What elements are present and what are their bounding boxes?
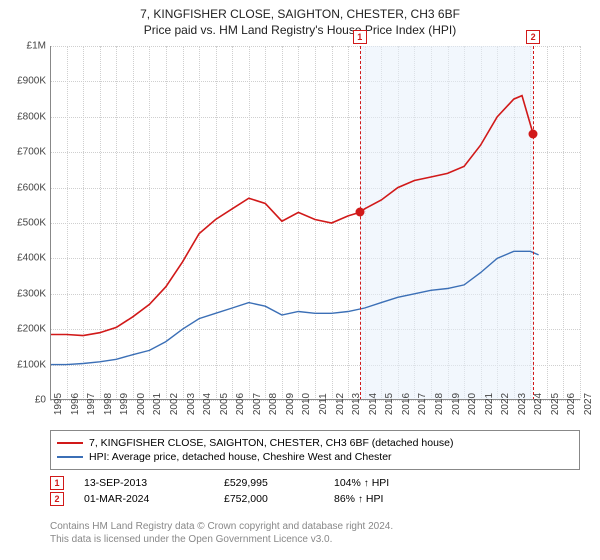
event-marker-line [360, 46, 361, 400]
y-axis-label: £500K [2, 218, 46, 229]
x-axis-label: 1996 [70, 393, 81, 415]
event-pct: 86% ↑ HPI [334, 493, 474, 505]
chart-title-line2: Price paid vs. HM Land Registry's House … [0, 22, 600, 38]
event-row: 1 13-SEP-2013 £529,995 104% ↑ HPI [50, 476, 580, 490]
x-axis-label: 1997 [86, 393, 97, 415]
x-axis-label: 2003 [186, 393, 197, 415]
x-axis-label: 2014 [368, 393, 379, 415]
chart-container: 7, KINGFISHER CLOSE, SAIGHTON, CHESTER, … [0, 0, 600, 560]
chart-title-line1: 7, KINGFISHER CLOSE, SAIGHTON, CHESTER, … [0, 6, 600, 22]
legend-label: HPI: Average price, detached house, Ches… [89, 451, 392, 463]
x-axis-label: 2023 [517, 393, 528, 415]
x-axis-label: 2025 [550, 393, 561, 415]
series-price_paid [50, 96, 533, 336]
y-axis-label: £100K [2, 359, 46, 370]
x-axis-label: 2001 [152, 393, 163, 415]
x-axis-label: 2009 [285, 393, 296, 415]
event-marker-badge: 1 [353, 30, 367, 44]
x-axis-label: 2020 [467, 393, 478, 415]
event-pct: 104% ↑ HPI [334, 477, 474, 489]
x-axis-label: 2027 [583, 393, 594, 415]
x-axis-label: 2018 [434, 393, 445, 415]
legend-swatch [57, 456, 83, 458]
x-axis-label: 2011 [318, 393, 329, 415]
x-axis-label: 2004 [202, 393, 213, 415]
x-axis-label: 2019 [451, 393, 462, 415]
x-axis-label: 2006 [235, 393, 246, 415]
x-axis-label: 2016 [401, 393, 412, 415]
x-axis-label: 2002 [169, 393, 180, 415]
y-axis-label: £700K [2, 147, 46, 158]
event-badge: 1 [50, 476, 64, 490]
chart-title-block: 7, KINGFISHER CLOSE, SAIGHTON, CHESTER, … [0, 0, 600, 38]
y-axis-label: £900K [2, 76, 46, 87]
y-axis-label: £600K [2, 182, 46, 193]
copyright-line2: This data is licensed under the Open Gov… [50, 533, 580, 546]
x-axis-label: 1999 [119, 393, 130, 415]
event-marker-badge: 2 [526, 30, 540, 44]
x-axis-label: 2022 [500, 393, 511, 415]
y-axis-label: £400K [2, 253, 46, 264]
legend-row: HPI: Average price, detached house, Ches… [57, 451, 573, 463]
event-badge: 2 [50, 492, 64, 506]
x-axis-label: 2017 [417, 393, 428, 415]
legend-row: 7, KINGFISHER CLOSE, SAIGHTON, CHESTER, … [57, 437, 573, 449]
x-axis-label: 2012 [335, 393, 346, 415]
copyright-block: Contains HM Land Registry data © Crown c… [50, 520, 580, 546]
y-axis-line [50, 46, 51, 400]
x-axis-label: 2008 [268, 393, 279, 415]
event-marker-dot [355, 208, 364, 217]
x-axis-label: 2007 [252, 393, 263, 415]
legend-swatch [57, 442, 83, 444]
y-axis-label: £300K [2, 288, 46, 299]
event-date: 01-MAR-2024 [84, 493, 224, 505]
event-price: £752,000 [224, 493, 334, 505]
event-marker-line [533, 46, 534, 400]
series-hpi [50, 251, 539, 364]
up-arrow-icon: ↑ [364, 478, 369, 489]
x-axis-label: 2015 [384, 393, 395, 415]
y-axis-label: £800K [2, 111, 46, 122]
x-axis-label: 2021 [484, 393, 495, 415]
x-axis-label: 2026 [566, 393, 577, 415]
x-axis-label: 2013 [351, 393, 362, 415]
events-table: 1 13-SEP-2013 £529,995 104% ↑ HPI 2 01-M… [50, 474, 580, 508]
legend-label: 7, KINGFISHER CLOSE, SAIGHTON, CHESTER, … [89, 437, 454, 449]
x-axis-label: 1995 [53, 393, 64, 415]
event-date: 13-SEP-2013 [84, 477, 224, 489]
event-row: 2 01-MAR-2024 £752,000 86% ↑ HPI [50, 492, 580, 506]
y-axis-label: £0 [2, 395, 46, 406]
legend-box: 7, KINGFISHER CLOSE, SAIGHTON, CHESTER, … [50, 430, 580, 470]
series-svg [50, 46, 580, 400]
y-axis-label: £1M [2, 41, 46, 52]
copyright-line1: Contains HM Land Registry data © Crown c… [50, 520, 580, 533]
x-axis-label: 2010 [301, 393, 312, 415]
y-axis-label: £200K [2, 324, 46, 335]
up-arrow-icon: ↑ [358, 494, 363, 505]
x-axis-label: 2024 [533, 393, 544, 415]
x-axis-label: 2000 [136, 393, 147, 415]
x-axis-label: 1998 [103, 393, 114, 415]
event-price: £529,995 [224, 477, 334, 489]
x-gridline [580, 46, 581, 400]
event-marker-dot [529, 129, 538, 138]
chart-plot-area: 12 £0£100K£200K£300K£400K£500K£600K£700K… [50, 46, 580, 400]
x-axis-label: 2005 [219, 393, 230, 415]
